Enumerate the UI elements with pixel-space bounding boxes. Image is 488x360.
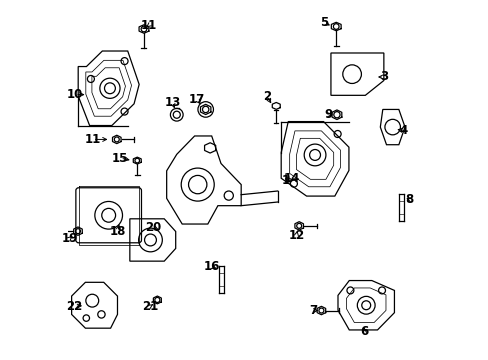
Text: 8: 8 (405, 193, 413, 206)
Text: 19: 19 (61, 232, 78, 245)
Text: 4: 4 (398, 124, 407, 137)
Text: 12: 12 (287, 229, 304, 242)
Text: 18: 18 (110, 225, 126, 238)
Text: 20: 20 (145, 221, 161, 234)
Text: 11: 11 (140, 19, 156, 32)
Text: 17: 17 (189, 93, 205, 106)
Text: 9: 9 (324, 108, 331, 121)
Text: 21: 21 (142, 300, 158, 313)
Text: 3: 3 (379, 71, 387, 84)
Text: 10: 10 (67, 88, 83, 101)
Text: 5: 5 (319, 16, 327, 29)
Text: 15: 15 (112, 152, 128, 165)
Text: 22: 22 (66, 300, 82, 313)
Text: 14: 14 (283, 172, 299, 185)
Text: 16: 16 (203, 260, 220, 273)
Text: 11: 11 (84, 133, 101, 146)
Text: 1: 1 (281, 174, 289, 186)
Text: 6: 6 (360, 325, 368, 338)
Text: 2: 2 (262, 90, 270, 103)
Text: 13: 13 (164, 96, 180, 109)
Text: 7: 7 (308, 304, 317, 317)
